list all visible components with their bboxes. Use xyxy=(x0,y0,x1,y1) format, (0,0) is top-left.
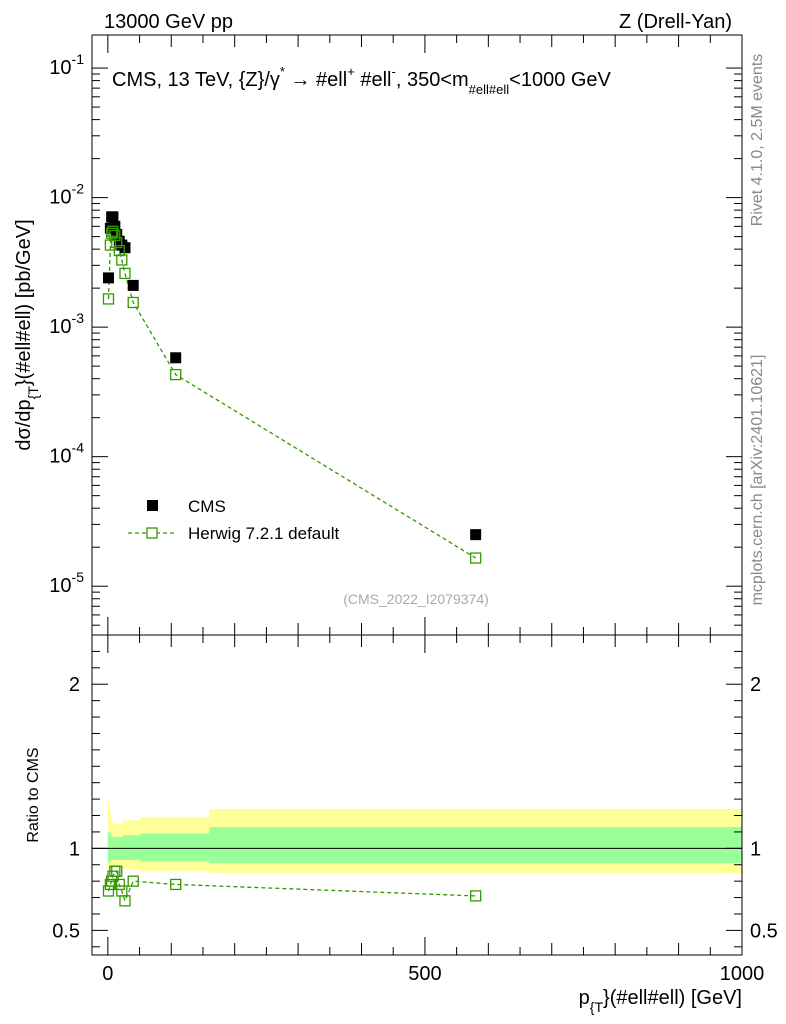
main-y-tick-label: 10-2 xyxy=(49,181,84,209)
ratio-plot-frame xyxy=(91,634,743,956)
main-axis-ticks: 10-1 10-2 10-3 10-4 10-5 xyxy=(49,35,743,635)
legend-cms-marker xyxy=(147,500,158,511)
legend-herwig-marker xyxy=(146,527,158,539)
herwig-point xyxy=(109,229,121,242)
x-tick-label: 500 xyxy=(408,963,441,985)
ratio-herwig-point xyxy=(119,895,131,907)
herwig-point xyxy=(470,552,482,564)
energy-label: 13000 GeV pp xyxy=(104,11,233,33)
ratio-y-tick-label-right: 1 xyxy=(750,838,761,860)
main-y-tick-label: 10-1 xyxy=(49,51,84,79)
herwig-point xyxy=(119,267,131,280)
herwig-line xyxy=(107,229,476,559)
x-axis-label: p{T}(#ell#ell) [GeV] xyxy=(579,987,742,1015)
ratio-panel: 0.5 0.5 1 1 2 2 0 500 1000 Ratio to CMS p{T}(#el… xyxy=(25,634,778,1015)
herwig-point xyxy=(107,225,119,237)
ratio-herwig-point xyxy=(111,865,123,877)
rivet-version-label: Rivet 4.1.0, 2.5M events xyxy=(749,54,766,227)
cms-point xyxy=(119,242,131,254)
ratio-herwig-point xyxy=(170,878,182,891)
ratio-series-layer xyxy=(102,865,482,907)
legend-herwig-label: Herwig 7.2.1 default xyxy=(188,524,339,543)
main-title: CMS, 13 TeV, {Z}/γ* → #ell+ #ell-, 350<m… xyxy=(112,64,612,97)
cms-point xyxy=(127,279,139,291)
ratio-herwig-point xyxy=(127,875,139,887)
legend-cms-label: CMS xyxy=(188,497,226,516)
cms-point xyxy=(470,529,482,541)
herwig-point xyxy=(111,236,123,249)
x-tick-label: 1000 xyxy=(720,963,765,985)
main-y-tick-label: 10-5 xyxy=(49,569,84,597)
mcplots-label: mcplots.cern.ch [arXiv:2401.10621] xyxy=(749,355,766,606)
process-label: Z (Drell-Yan) xyxy=(619,11,732,33)
stat-uncertainty-band xyxy=(107,827,743,864)
cms-point xyxy=(170,352,182,364)
ratio-axis-ticks: 0.5 0.5 1 1 2 2 0 500 1000 xyxy=(52,635,778,985)
herwig-point xyxy=(127,296,139,309)
ratio-y-tick-label-right: 2 xyxy=(750,674,761,696)
main-y-tick-label: 10-4 xyxy=(49,440,84,468)
herwig-point xyxy=(102,293,115,305)
ratio-herwig-point xyxy=(113,878,125,891)
main-series-layer xyxy=(102,211,482,564)
ratio-y-tick-label-left: 2 xyxy=(69,674,80,696)
herwig-point xyxy=(170,368,182,381)
cms-point xyxy=(107,211,119,223)
herwig-point xyxy=(116,254,128,266)
legend: CMS Herwig 7.2.1 default xyxy=(128,497,339,543)
ratio-y-axis-label: Ratio to CMS xyxy=(25,747,42,842)
analysis-watermark: (CMS_2022_I2079374) xyxy=(343,591,489,607)
ratio-herwig-point xyxy=(470,890,482,902)
main-y-tick-label: 10-3 xyxy=(49,310,84,338)
ratio-y-tick-label-left: 0.5 xyxy=(52,920,80,942)
main-panel: 10-1 10-2 10-3 10-4 10-5 CMS, 13 TeV, {Z}/γ*… xyxy=(13,34,743,636)
ratio-uncertainty-bands xyxy=(107,799,743,873)
main-y-axis-label: dσ/dp{T}(#ell#ell) [pb/GeV] xyxy=(13,219,41,450)
cms-point xyxy=(102,272,114,284)
x-tick-label: 0 xyxy=(102,963,113,985)
main-plot-frame xyxy=(91,34,743,636)
ratio-y-tick-label-left: 1 xyxy=(69,838,80,860)
ratio-herwig-line xyxy=(107,870,476,903)
ratio-y-tick-label-right: 0.5 xyxy=(750,920,778,942)
ratio-herwig-point xyxy=(104,878,117,891)
